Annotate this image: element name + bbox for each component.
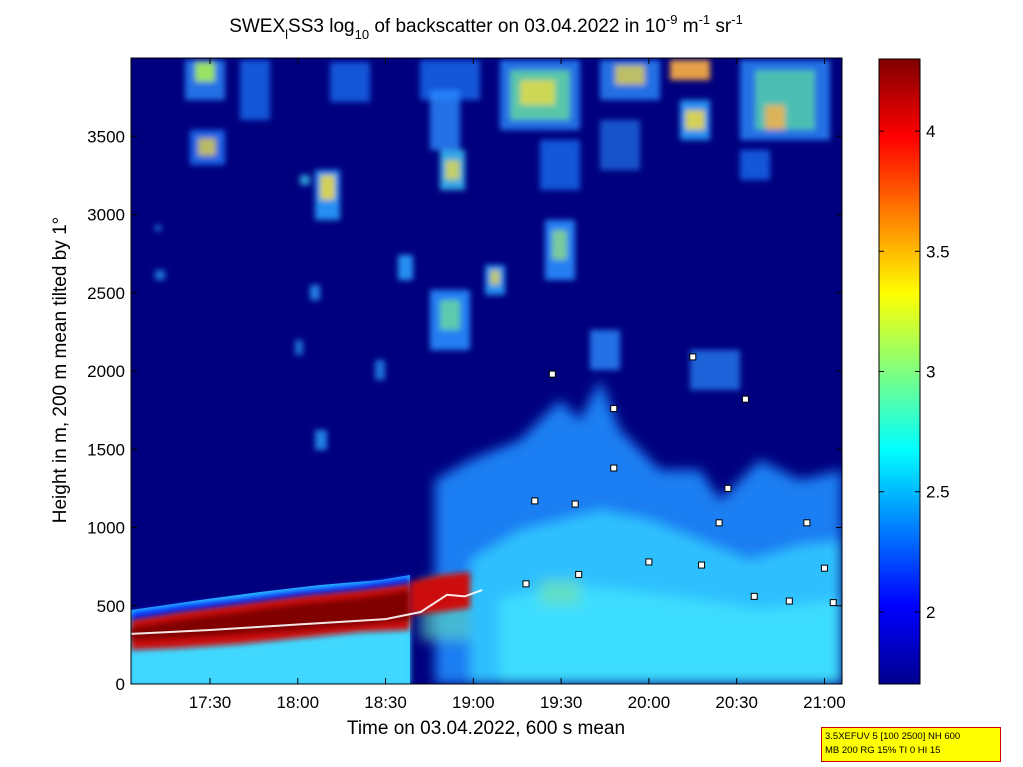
cloud-base-marker <box>689 353 697 361</box>
y-tick-label: 1500 <box>87 440 125 459</box>
y-axis-label: Height in m, 200 m mean tilted by 1° <box>50 217 71 523</box>
y-tick-label: 3500 <box>87 127 125 146</box>
cloud-base-marker <box>610 405 618 413</box>
cloud-base-marker <box>785 597 793 605</box>
y-tick-label: 1000 <box>87 519 125 538</box>
mixing-layer-height-line <box>131 589 483 635</box>
cloud-base-marker <box>715 519 723 527</box>
colorbar-tick-label: 2 <box>926 603 935 622</box>
cloud-base-marker <box>829 599 837 607</box>
cloud-base-marker <box>803 519 811 527</box>
cloud-base-marker <box>750 592 758 600</box>
x-axis: 17:30 18:00 18:30 19:00 19:30 20:00 20:30 21:00 <box>189 58 846 712</box>
cloud-base-marker <box>724 484 732 492</box>
cloud-base-marker <box>575 570 583 578</box>
colorbar-tick-label: 2.5 <box>926 483 950 502</box>
y-tick-label: 2500 <box>87 284 125 303</box>
colorbar-tick-label: 3.5 <box>926 242 950 261</box>
cloud-base-marker <box>741 395 749 403</box>
colorbar-tick-label: 3 <box>926 363 935 382</box>
y-tick-label: 3000 <box>87 206 125 225</box>
cloud-base-marker <box>610 464 618 472</box>
x-tick-label: 19:00 <box>452 693 495 712</box>
processing-params-line-2: MB 200 RG 15% TI 0 HI 15 <box>825 745 941 756</box>
cloud-base-marker <box>645 558 653 566</box>
convective-plume <box>420 380 842 684</box>
cloud-base-marker <box>698 561 706 569</box>
cloud-base-marker <box>531 497 539 505</box>
y-tick-label: 500 <box>97 597 125 616</box>
cloud-base-marker <box>548 370 556 378</box>
colorbar: 2 2.5 3 3.5 4 <box>878 58 950 685</box>
cloud-base-marker <box>571 500 579 508</box>
boundary-layer-band <box>131 572 470 684</box>
colorbar-gradient <box>878 58 921 685</box>
y-tick-label: 0 <box>116 675 125 694</box>
y-axis: 0 500 1000 1500 2000 2500 3000 3500 <box>87 127 842 694</box>
x-tick-label: 20:30 <box>715 693 758 712</box>
processing-params-line-1: 3.5XEFUV 5 [100 2500] NH 600 <box>825 731 961 742</box>
x-tick-label: 20:00 <box>628 693 671 712</box>
x-tick-label: 18:00 <box>277 693 320 712</box>
processing-parameters-box: 3.5XEFUV 5 [100 2500] NH 600 MB 200 RG 1… <box>821 727 1001 762</box>
cloud-base-markers <box>522 353 837 607</box>
colorbar-ticks: 2 2.5 3 3.5 4 <box>879 122 950 622</box>
cloud-base-marker <box>522 580 530 588</box>
x-tick-label: 17:30 <box>189 693 232 712</box>
colorbar-tick-label: 4 <box>926 122 935 141</box>
x-axis-label: Time on 03.04.2022, 600 s mean <box>347 718 625 739</box>
x-tick-label: 18:30 <box>364 693 407 712</box>
y-tick-label: 2000 <box>87 362 125 381</box>
x-tick-label: 19:30 <box>540 693 583 712</box>
backscatter-features <box>155 60 830 450</box>
plot-area <box>131 58 842 684</box>
cloud-base-marker <box>820 564 828 572</box>
chart-title: SWEXlSS3 log10 of backscatter on 03.04.2… <box>229 12 743 42</box>
x-tick-label: 21:00 <box>803 693 846 712</box>
